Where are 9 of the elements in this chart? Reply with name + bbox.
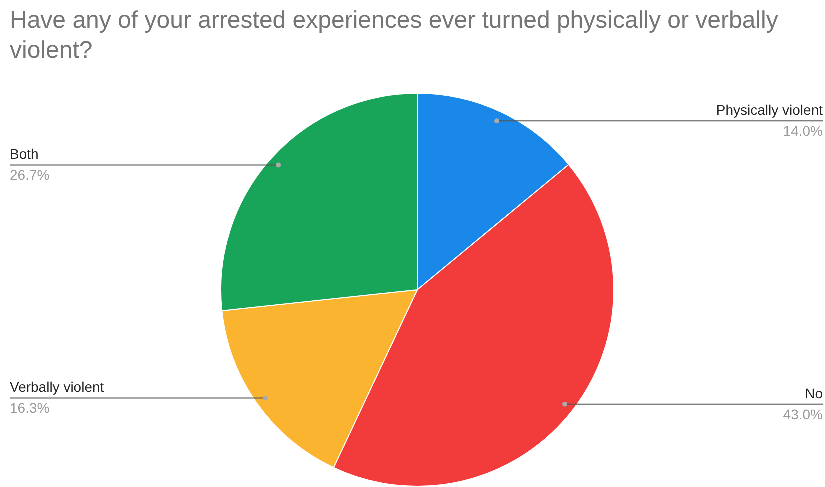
- slice-label: Verbally violent: [10, 379, 104, 396]
- data-label: 26.7%: [10, 167, 50, 184]
- slice-label: Both: [10, 146, 39, 162]
- data-label: 14.0%: [783, 122, 823, 139]
- data-label: 16.3%: [10, 400, 50, 416]
- chart-title: Have any of your arrested experiences ever turned physically or verbally violent?: [10, 6, 780, 66]
- slice-label: No: [805, 385, 824, 402]
- slice-label: Physically violent: [716, 102, 824, 118]
- data-label: 43.0%: [783, 406, 823, 422]
